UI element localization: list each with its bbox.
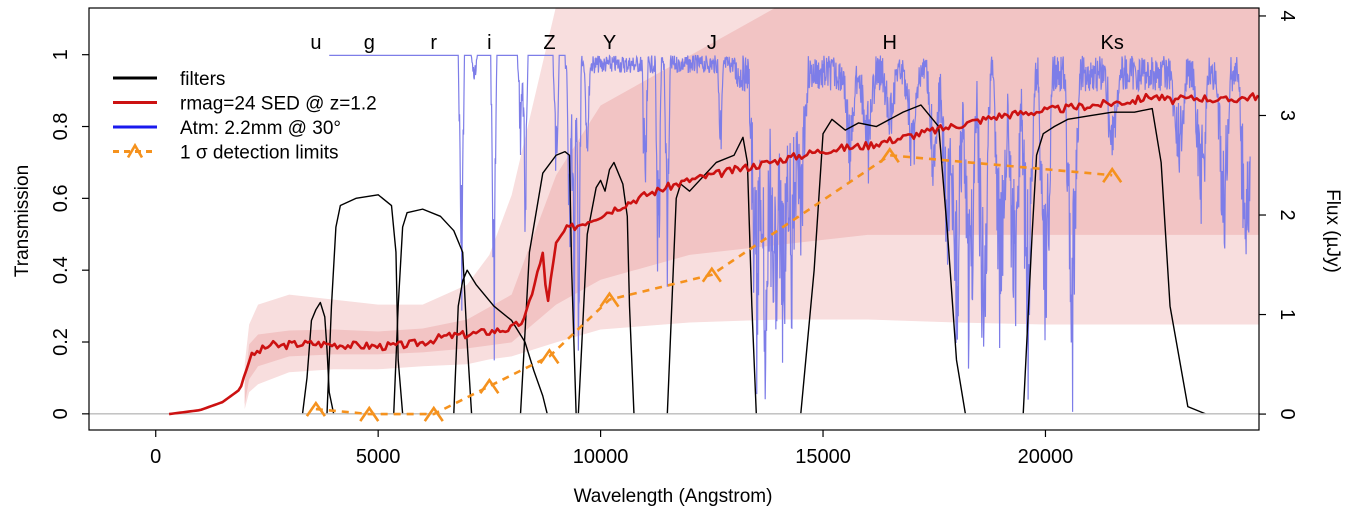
filter-curve-h bbox=[800, 104, 967, 414]
filter-label-y: Y bbox=[603, 32, 616, 54]
sed-line bbox=[168, 92, 1259, 416]
filter-curve-i bbox=[453, 269, 548, 415]
detection-limit-point bbox=[539, 348, 560, 365]
filter-curve-g bbox=[326, 194, 404, 414]
detection-limit-point bbox=[423, 405, 444, 422]
sed-series bbox=[168, 92, 1259, 416]
detection-limit-point bbox=[359, 405, 380, 422]
detection-limit-point bbox=[1102, 166, 1123, 183]
x-tick-label: 20000 bbox=[1018, 446, 1074, 468]
y-axis-right: 0 1 2 3 4 bbox=[1259, 10, 1298, 420]
detection-limit-point bbox=[305, 400, 326, 417]
detection-limit-point bbox=[879, 147, 900, 164]
legend-label-3: 1 σ detection limits bbox=[180, 143, 339, 164]
filter-label-i: i bbox=[487, 32, 491, 54]
plot-area bbox=[89, 8, 1259, 422]
filter-curve-y bbox=[577, 161, 635, 414]
y-tick-label: 1 bbox=[50, 49, 72, 60]
atmosphere-transmission-series bbox=[329, 54, 1251, 412]
detection-limit-point bbox=[599, 291, 620, 308]
filter-label-ks: Ks bbox=[1101, 32, 1124, 54]
filter-curve-r bbox=[393, 208, 473, 414]
y2-tick-label: 1 bbox=[1276, 309, 1298, 320]
filter-label-u: u bbox=[310, 32, 321, 54]
legend-marker-limits bbox=[126, 142, 144, 159]
y-axis-left: 0 0.2 0.4 0.6 0.8 1 bbox=[50, 49, 89, 419]
filter-labels: u g r i Z Y J H Ks bbox=[310, 32, 1124, 54]
x-tick-label: 0 bbox=[150, 446, 161, 468]
legend-label-0: filters bbox=[180, 69, 225, 90]
x-tick-label: 15000 bbox=[795, 446, 851, 468]
y2-tick-label: 2 bbox=[1276, 209, 1298, 220]
filter-curve-z bbox=[519, 150, 577, 414]
atmosphere-line bbox=[329, 54, 1251, 412]
x-tick-label: 10000 bbox=[573, 446, 629, 468]
x-axis-title: Wavelength (Angstrom) bbox=[574, 486, 773, 507]
detection-limits-line bbox=[315, 153, 1113, 416]
x-tick-label: 5000 bbox=[356, 446, 401, 468]
y-tick-label: 0.8 bbox=[50, 113, 72, 141]
filter-label-z: Z bbox=[543, 32, 555, 54]
legend-label-1: rmag=24 SED @ z=1.2 bbox=[180, 94, 377, 115]
y-tick-label: 0.2 bbox=[50, 328, 72, 356]
filter-label-r: r bbox=[430, 32, 437, 54]
y2-tick-label: 0 bbox=[1276, 409, 1298, 420]
y-axis-title: Transmission bbox=[12, 165, 33, 277]
filter-curves bbox=[301, 104, 1206, 415]
y2-tick-label: 3 bbox=[1276, 110, 1298, 121]
y-tick-label: 0 bbox=[50, 408, 72, 419]
detection-limit-point bbox=[701, 266, 722, 283]
x-axis: 0 5000 10000 15000 20000 bbox=[150, 429, 1074, 468]
y-tick-label: 0.6 bbox=[50, 184, 72, 212]
filter-label-j: J bbox=[707, 32, 717, 54]
filter-label-g: g bbox=[364, 32, 375, 54]
y2-axis-title: Flux (µJy) bbox=[1322, 189, 1343, 273]
detection-limits-series bbox=[305, 147, 1123, 422]
filter-curve-j bbox=[666, 136, 757, 414]
legend: filters rmag=24 SED @ z=1.2 Atm: 2.2mm @ 3… bbox=[113, 69, 377, 164]
y-tick-label: 0.4 bbox=[50, 256, 72, 284]
detection-limit-point bbox=[479, 377, 500, 394]
filter-curve-ks bbox=[1022, 107, 1206, 415]
y2-tick-label: 4 bbox=[1276, 10, 1298, 21]
legend-label-2: Atm: 2.2mm @ 30° bbox=[180, 118, 341, 139]
filter-label-h: H bbox=[883, 32, 897, 54]
